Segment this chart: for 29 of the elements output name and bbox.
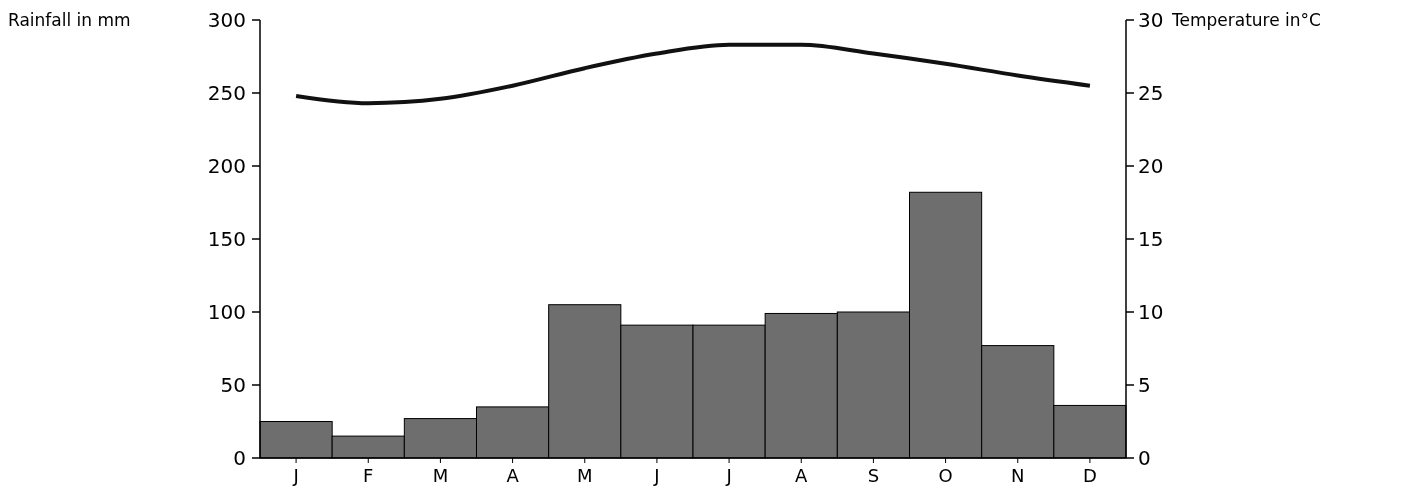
y-tick-label: 200 (207, 154, 246, 178)
x-tick-label: A (795, 465, 809, 486)
x-tick-label: N (1011, 465, 1025, 486)
y-tick-label: 300 (207, 8, 246, 32)
x-tick-label: J (653, 465, 660, 486)
y2-tick-label: 25 (1138, 81, 1164, 105)
x-tick-label: F (363, 465, 374, 486)
x-tick-label: J (725, 465, 732, 486)
y2-tick-label: 10 (1138, 300, 1164, 324)
x-tick-label: D (1082, 465, 1097, 486)
y2-tick-label: 0 (1138, 446, 1151, 470)
x-tick-label: O (938, 465, 953, 486)
x-tick-label: M (576, 465, 593, 486)
y-tick-label: 250 (207, 81, 246, 105)
y-tick-label: 50 (220, 373, 246, 397)
y2-tick-label: 5 (1138, 373, 1151, 397)
y2-axis-title: Temperature in°C (1171, 9, 1321, 30)
y-tick-label: 150 (207, 227, 246, 251)
y-axis-title: Rainfall in mm (8, 9, 131, 30)
y-tick-label: 0 (233, 446, 246, 470)
x-tick-label: J (292, 465, 299, 486)
line-series (294, 42, 1092, 106)
y-tick-label: 100 (207, 300, 246, 324)
y2-tick-label: 30 (1138, 8, 1164, 32)
x-tick-label: S (867, 465, 880, 486)
x-tick-label: M (432, 465, 449, 486)
y2-tick-label: 20 (1138, 154, 1164, 178)
x-tick-label: A (506, 465, 520, 486)
y2-tick-label: 15 (1138, 227, 1164, 251)
